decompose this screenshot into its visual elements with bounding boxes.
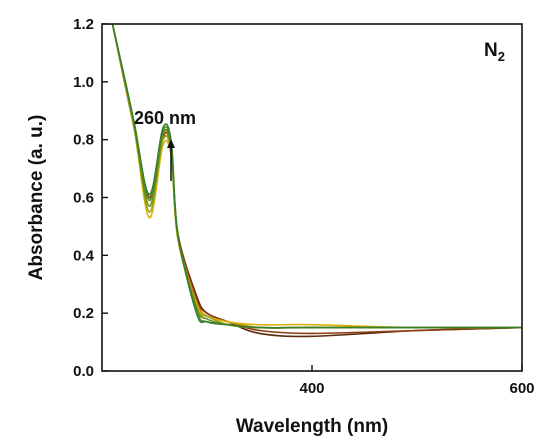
atmosphere-label-subscript: 2 — [498, 49, 505, 64]
spectrum-line-2 — [111, 24, 522, 335]
series-layer — [111, 24, 522, 338]
y-tick-label: 0.4 — [73, 247, 95, 264]
plot-frame — [101, 23, 523, 372]
increase-arrow — [167, 139, 175, 181]
spectrum-line-8 — [111, 24, 522, 329]
x-tick-label: 600 — [509, 380, 534, 397]
atmosphere-label: N2 — [484, 40, 505, 64]
labels-layer: 0.0 0.2 0.4 0.6 0.8 1.0 1.2 400 600 — [73, 16, 534, 397]
y-tick-label: 0.8 — [73, 132, 94, 149]
y-tick-label: 0.0 — [73, 363, 94, 380]
y-axis-title: Absorbance (a. u.) — [26, 115, 47, 281]
y-tick-label: 0.6 — [73, 190, 94, 207]
y-tick-label: 1.2 — [73, 16, 94, 33]
y-tick-label: 1.0 — [73, 74, 94, 91]
x-axis-title: Wavelength (nm) — [236, 416, 388, 437]
y-tick-label: 0.2 — [73, 305, 94, 322]
spectrum-line-4 — [111, 24, 522, 329]
ticks-layer — [102, 23, 523, 372]
atmosphere-label-main: N — [484, 40, 498, 61]
peak-annotation: 260 nm — [134, 108, 196, 128]
x-tick-label: 400 — [299, 380, 324, 397]
